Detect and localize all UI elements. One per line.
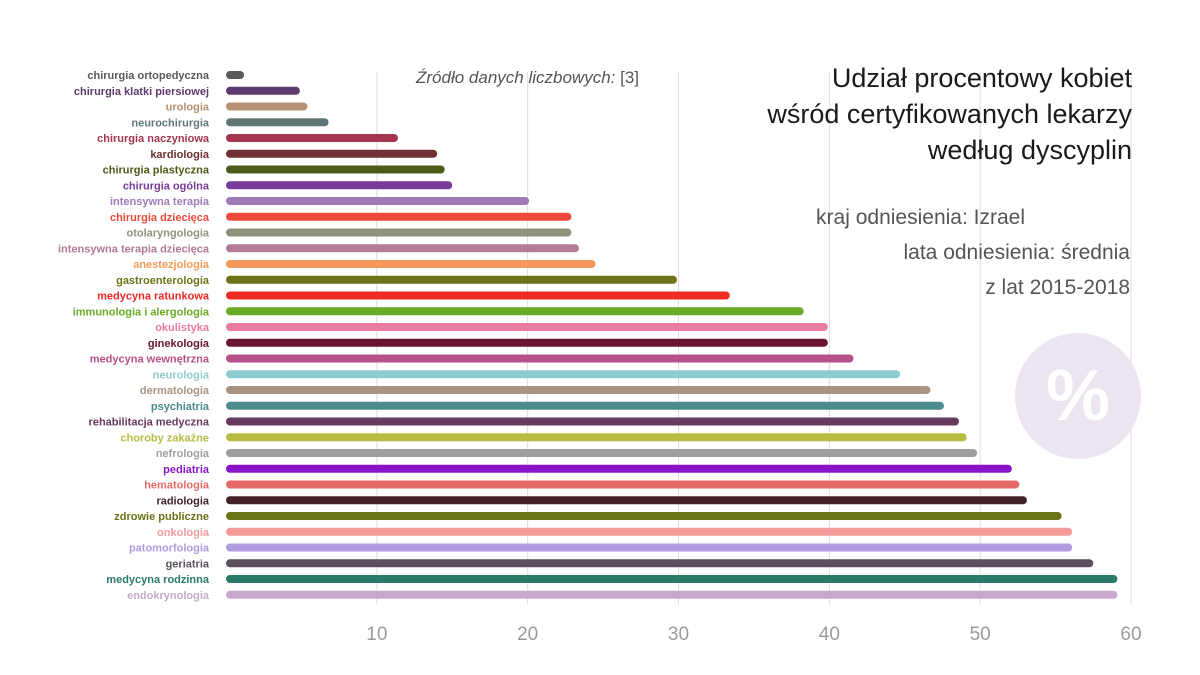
data-source-ref: [3] (620, 68, 640, 87)
bar (226, 590, 1118, 599)
bar (226, 165, 445, 174)
category-label: chirurgia ortopedyczna (87, 70, 210, 82)
category-labels: chirurgia ortopedyczna chirurgia klatki p… (58, 70, 210, 602)
category-label: intensywna terapia (110, 196, 210, 208)
category-label: chirurgia klatki piersiowej (74, 86, 209, 98)
x-tick-label: 40 (819, 624, 840, 645)
percent-badge: % (1015, 333, 1141, 459)
bar (226, 181, 453, 190)
category-label: chirurgia dziecięca (110, 212, 210, 224)
x-tick-label: 10 (366, 624, 387, 645)
category-label: kardiologia (150, 149, 210, 161)
category-label: medycyna rodzinna (106, 574, 210, 586)
bar (226, 197, 530, 205)
bar (226, 401, 944, 410)
x-tick-labels: 10 20 30 40 50 60 (366, 624, 1141, 645)
bar (226, 212, 572, 221)
bar (226, 370, 901, 379)
category-label: hematologia (144, 480, 210, 492)
data-source-note: Źródło danych liczbowych: [3] (416, 68, 639, 88)
category-label: rehabilitacja medyczna (89, 417, 210, 429)
bar (226, 559, 1094, 568)
chart-meta: kraj odniesienia: Izrael lata odniesieni… (730, 200, 1130, 305)
category-label: chirurgia plastyczna (103, 165, 210, 177)
bar (226, 228, 572, 237)
bar (226, 386, 931, 394)
category-label: nefrologia (156, 448, 210, 460)
x-tick-label: 60 (1120, 624, 1141, 645)
category-label: geriatria (166, 558, 210, 570)
bar (226, 118, 329, 127)
category-label: intensywna terapia dziecięca (58, 243, 210, 255)
bar (226, 102, 308, 111)
bar (226, 543, 1073, 552)
percent-icon: % (1045, 356, 1111, 436)
bar (226, 417, 960, 426)
category-label: anestezjologia (133, 259, 210, 271)
bar (226, 307, 804, 316)
bar (226, 575, 1118, 583)
data-source-label: Źródło danych liczbowych: (416, 68, 616, 87)
bar (226, 86, 300, 95)
category-label: choroby zakaźne (120, 432, 209, 444)
category-label: neurologia (153, 369, 210, 381)
x-tick-label: 20 (517, 624, 538, 645)
bar (226, 260, 596, 268)
category-label: ginekologia (148, 338, 210, 350)
category-label: patomorfologia (129, 543, 210, 555)
bar (226, 512, 1062, 520)
category-label: immunologia i alergologia (73, 306, 210, 318)
category-label: gastroenterologia (116, 275, 210, 287)
category-label: chirurgia ogólna (123, 180, 210, 192)
category-label: okulistyka (155, 322, 210, 334)
category-label: medycyna ratunkowa (97, 291, 210, 303)
category-label: urologia (166, 102, 210, 114)
category-label: zdrowie publiczne (114, 511, 209, 523)
category-label: chirurgia naczyniowa (97, 133, 210, 145)
category-label: neurochirurgia (131, 117, 210, 129)
x-tick-label: 30 (668, 624, 689, 645)
chart-title: Udział procentowy kobiet wśród certyfiko… (767, 63, 1132, 165)
category-label: pediatria (163, 464, 210, 476)
bar (226, 134, 398, 142)
category-label: onkologia (157, 527, 210, 539)
category-label: psychiatria (151, 401, 210, 413)
bar (226, 323, 828, 331)
category-label: radiologia (156, 495, 209, 507)
bars (226, 71, 1118, 599)
bar (226, 449, 978, 457)
bar (226, 433, 967, 442)
bar (226, 527, 1073, 536)
category-label: medycyna wewnętrzna (90, 354, 210, 366)
bar (226, 338, 828, 347)
bar (226, 354, 854, 363)
x-tick-label: 50 (970, 624, 991, 645)
category-label: otolaryngologia (127, 228, 210, 240)
bar (226, 275, 677, 284)
category-label: dermatologia (140, 385, 210, 397)
bar (226, 291, 730, 300)
reference-years: lata odniesienia: średnia (903, 241, 1131, 264)
category-label: endokrynologia (127, 590, 210, 602)
bar (226, 149, 438, 158)
bar (226, 496, 1027, 505)
reference-country: kraj odniesienia: Izrael (816, 206, 1025, 229)
bar (226, 464, 1012, 473)
reference-years-range: z lat 2015-2018 (985, 276, 1130, 299)
bar (226, 71, 245, 79)
bar (226, 244, 579, 253)
bar (226, 480, 1020, 489)
